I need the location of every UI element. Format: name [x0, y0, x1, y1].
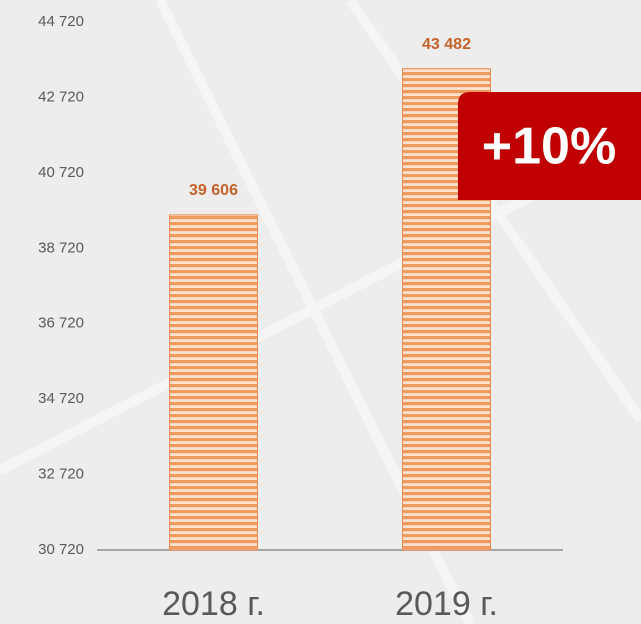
- annotation: +10%: [482, 118, 616, 176]
- x-tick-label: 2019 г.: [395, 585, 498, 623]
- y-tick-label: 40 720: [38, 164, 84, 181]
- x-tick-label: 2018 г.: [162, 585, 265, 623]
- annotation-box: +10%: [458, 92, 641, 200]
- y-tick-label: 32 720: [38, 466, 84, 483]
- y-tick-label: 30 720: [38, 541, 84, 558]
- value-label: 39 606: [189, 182, 238, 199]
- annotation-bg: [458, 92, 641, 200]
- y-tick-label: 38 720: [38, 239, 84, 256]
- y-tick-label: 42 720: [38, 88, 84, 105]
- value-label: 43 482: [422, 36, 471, 53]
- y-tick-label: 34 720: [38, 390, 84, 407]
- bar: [169, 214, 258, 551]
- y-tick-label: 36 720: [38, 315, 84, 332]
- y-tick-label: 44 720: [38, 13, 84, 30]
